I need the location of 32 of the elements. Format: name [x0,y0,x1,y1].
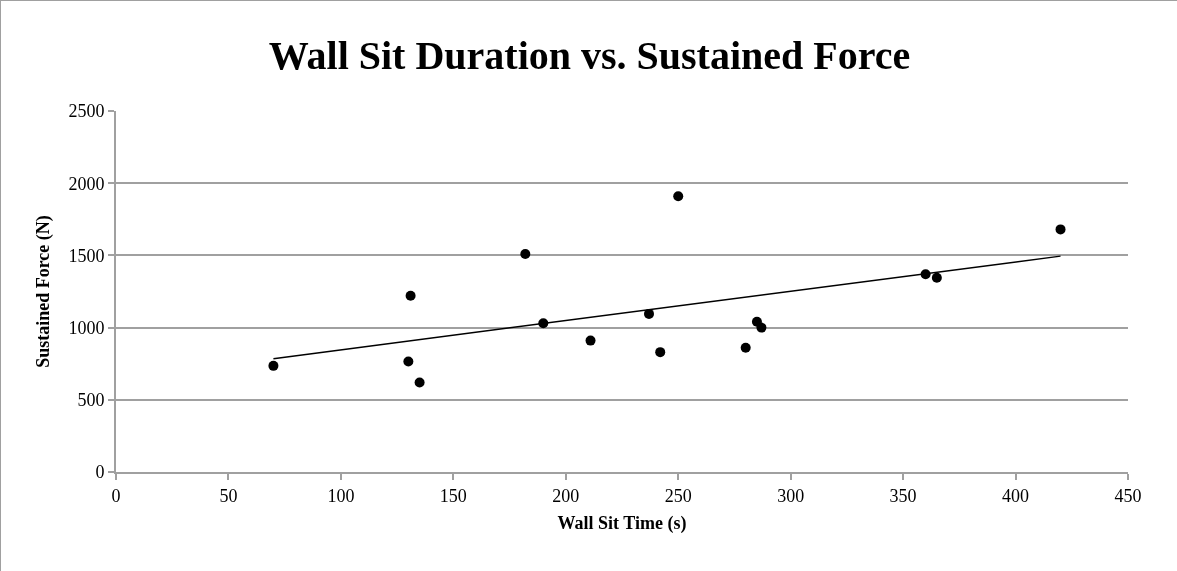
y-tick-label: 500 [77,390,105,411]
point [931,272,942,283]
x-tick-label: 50 [219,485,238,506]
point [403,356,414,367]
point [585,335,596,346]
chart-title: Wall Sit Duration vs. Sustained Force [268,32,911,78]
y-tick-label: 2500 [68,101,105,122]
y-tick-label: 1000 [68,317,105,338]
x-tick-label: 100 [327,485,355,506]
point [520,248,531,259]
x-tick-label: 250 [664,485,692,506]
y-tick-label: 2000 [68,173,105,194]
y-tick-label: 0 [95,462,105,483]
point [1055,224,1066,235]
x-tick-label: 400 [1002,485,1030,506]
point [268,360,279,371]
point [740,342,751,353]
x-tick-label: 300 [777,485,805,506]
point [756,322,767,333]
y-tick-label: 1500 [68,245,105,266]
x-tick-label: 450 [1114,485,1142,506]
point [673,191,684,202]
point [643,308,654,319]
x-tick-label: 150 [439,485,467,506]
x-tick-label: 0 [111,485,121,506]
x-tick-label: 350 [889,485,917,506]
y-axis-title: Sustained Force (N) [33,215,55,368]
x-tick-label: 200 [552,485,580,506]
point [414,377,425,388]
point [405,290,416,301]
x-axis-title: Wall Sit Time (s) [557,513,687,535]
point [655,347,666,358]
